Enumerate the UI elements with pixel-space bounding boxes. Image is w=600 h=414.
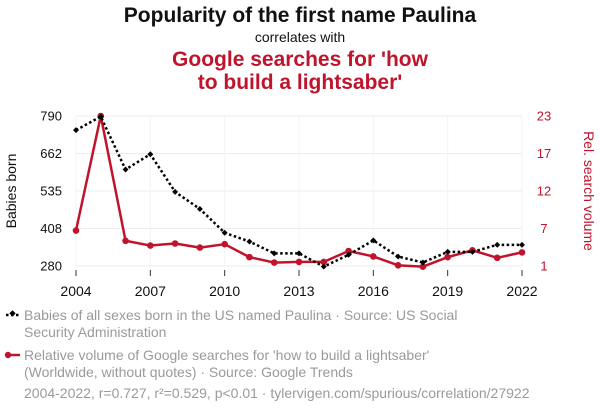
y-left-tick-label: 280 — [40, 259, 62, 274]
x-tick-label: 2010 — [209, 283, 240, 299]
data-point-babies — [444, 248, 451, 255]
data-point-searches — [196, 244, 204, 251]
data-point-searches — [394, 262, 402, 269]
data-point-babies — [97, 113, 104, 120]
legend-label-searches-line-1: Relative volume of Google searches for '… — [24, 347, 429, 363]
data-point-babies — [519, 241, 525, 248]
legend: Babies of all sexes born in the US named… — [4, 307, 457, 380]
chart-title-secondary-line-2: to build a lightsaber' — [198, 71, 403, 94]
data-point-babies — [494, 241, 501, 248]
y-right-tick-label: 12 — [537, 184, 551, 199]
legend-marker-searches — [4, 351, 12, 359]
data-point-babies — [147, 151, 154, 158]
data-point-babies — [122, 166, 129, 173]
data-point-searches — [246, 253, 253, 261]
legend-label-babies-line-2: Security Administration — [24, 324, 166, 340]
y-axis-right-title: Rel. search volume — [581, 131, 597, 251]
x-tick-label: 2004 — [60, 283, 91, 299]
data-point-searches — [518, 249, 526, 256]
data-point-searches — [122, 237, 129, 245]
data-point-searches — [295, 258, 303, 266]
data-point-searches — [444, 253, 451, 261]
y-right-tick-label: 23 — [537, 109, 551, 124]
data-point-babies — [345, 251, 352, 258]
y-left-tick-label: 535 — [40, 184, 62, 199]
x-tick-label: 2019 — [432, 283, 463, 299]
y-axis-left-title: Babies born — [3, 154, 19, 229]
data-point-searches — [493, 254, 501, 262]
chart-series — [72, 112, 526, 270]
x-tick-label: 2016 — [358, 283, 389, 299]
legend-item-babies: Babies of all sexes born in the US named… — [6, 307, 457, 340]
data-point-babies — [419, 259, 426, 266]
data-point-babies — [395, 253, 402, 260]
data-point-searches — [320, 258, 328, 266]
y-left-tick-label: 790 — [40, 109, 62, 124]
data-point-babies — [172, 188, 179, 195]
data-point-searches — [419, 263, 427, 270]
data-point-searches — [221, 240, 228, 248]
data-point-babies — [196, 205, 203, 212]
data-point-searches — [147, 242, 154, 249]
data-point-babies — [73, 127, 79, 134]
legend-item-searches: Relative volume of Google searches for '… — [4, 347, 429, 380]
data-point-babies — [469, 248, 476, 255]
y-left-tick-label: 662 — [40, 146, 62, 161]
data-point-babies — [246, 238, 253, 245]
data-point-searches — [171, 240, 179, 247]
chart-title: Popularity of the first name Paulina — [124, 4, 477, 27]
y-left-tick-label: 408 — [40, 221, 62, 236]
x-tick-label: 2013 — [283, 283, 314, 299]
data-point-babies — [320, 263, 327, 270]
data-point-babies — [221, 229, 228, 236]
chart-subtitle: correlates with — [255, 29, 345, 45]
legend-label-babies-line-1: Babies of all sexes born in the US named… — [24, 307, 457, 323]
legend-label-searches-line-2: (Worldwide, without quotes) · Source: Go… — [24, 364, 353, 380]
footer-source: 2004-2022, r=0.727, r²=0.529, p<0.01 · t… — [24, 385, 530, 401]
legend-marker-babies — [9, 310, 16, 317]
y-right-tick-label: 17 — [537, 146, 551, 161]
x-tick-label: 2022 — [506, 283, 537, 299]
chart-title-secondary-line-1: Google searches for 'how — [172, 48, 429, 71]
data-point-searches — [72, 227, 80, 234]
y-right-tick-label: 7 — [540, 221, 547, 236]
y-right-tick-label: 1 — [540, 259, 547, 274]
x-tick-label: 2007 — [135, 283, 166, 299]
data-point-searches — [370, 253, 377, 260]
data-point-searches — [270, 259, 278, 266]
